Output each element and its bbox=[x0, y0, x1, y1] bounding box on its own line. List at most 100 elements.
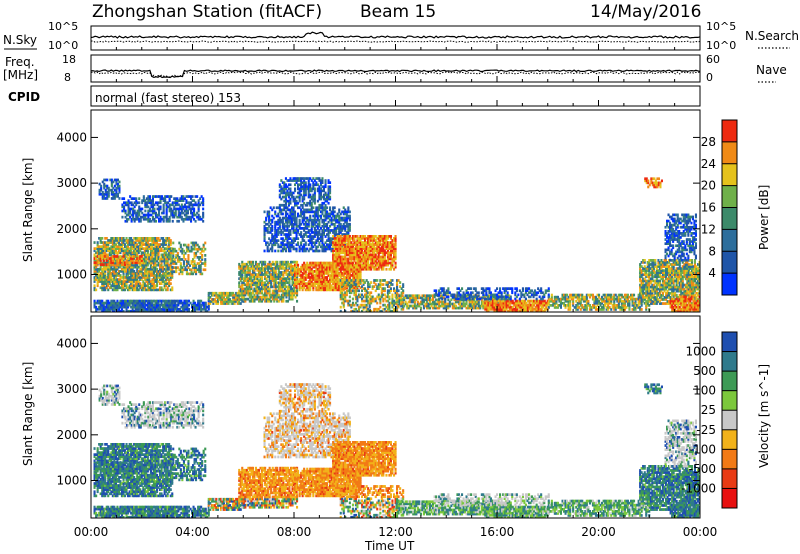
power-cell bbox=[304, 210, 307, 214]
power-cell bbox=[158, 211, 161, 215]
power-cell bbox=[277, 245, 280, 249]
power-cell bbox=[226, 296, 229, 299]
power-cell bbox=[158, 195, 161, 198]
power-cell bbox=[336, 263, 339, 267]
power-cell bbox=[295, 272, 298, 275]
power-cell bbox=[318, 208, 321, 212]
power-cell bbox=[295, 247, 298, 251]
power-cell bbox=[244, 291, 247, 295]
power-cell bbox=[291, 220, 294, 224]
power-cell bbox=[283, 224, 286, 228]
power-cell bbox=[269, 239, 272, 242]
power-cell bbox=[192, 307, 195, 311]
power-cell bbox=[283, 279, 286, 282]
power-cell bbox=[146, 257, 149, 261]
power-cell bbox=[146, 276, 149, 279]
power-cell bbox=[105, 267, 108, 271]
power-cell bbox=[133, 305, 136, 309]
power-cell bbox=[367, 267, 370, 271]
power-cell bbox=[110, 276, 113, 279]
power-cell bbox=[148, 237, 151, 240]
power-cell bbox=[190, 197, 193, 200]
power-cell bbox=[145, 201, 148, 205]
power-cell bbox=[120, 247, 123, 250]
power-cell bbox=[143, 307, 146, 311]
power-cell bbox=[322, 249, 325, 253]
power-cell bbox=[201, 249, 204, 253]
power-cell bbox=[93, 257, 96, 260]
power-cell bbox=[232, 298, 235, 301]
power-cell bbox=[324, 235, 327, 238]
power-cell bbox=[183, 299, 186, 303]
power-cell bbox=[307, 177, 310, 180]
power-cell bbox=[342, 235, 345, 238]
power-cell bbox=[148, 282, 151, 285]
power-cell bbox=[122, 237, 125, 240]
power-cell bbox=[160, 247, 163, 250]
power-cell bbox=[319, 280, 322, 283]
power-cell bbox=[318, 288, 321, 292]
power-cell bbox=[104, 255, 107, 258]
power-cell bbox=[283, 206, 286, 210]
power-cell bbox=[362, 253, 365, 257]
power-cell bbox=[183, 301, 186, 305]
power-cell bbox=[267, 289, 270, 293]
power-cell bbox=[333, 224, 336, 228]
power-cell bbox=[127, 209, 130, 213]
power-cell bbox=[327, 227, 330, 230]
power-cell bbox=[131, 263, 134, 267]
power-cell bbox=[95, 272, 98, 275]
power-cell bbox=[153, 211, 156, 215]
power-cell bbox=[169, 239, 172, 242]
power-cell bbox=[339, 272, 342, 275]
power-cell bbox=[326, 280, 329, 283]
power-cell bbox=[198, 262, 201, 265]
power-cell bbox=[281, 224, 284, 228]
power-cell bbox=[165, 219, 168, 223]
power-cell bbox=[186, 209, 189, 213]
power-cell bbox=[207, 296, 210, 299]
power-cell bbox=[333, 210, 336, 214]
power-cell bbox=[353, 286, 356, 290]
power-cell bbox=[356, 247, 359, 250]
power-cell bbox=[196, 211, 199, 215]
power-cell bbox=[289, 231, 292, 234]
power-cell bbox=[185, 268, 188, 272]
power-cell bbox=[278, 185, 281, 189]
power-cell bbox=[291, 212, 294, 216]
power-cell bbox=[329, 288, 332, 292]
power-cell bbox=[133, 303, 136, 307]
power-cell bbox=[143, 284, 146, 288]
power-cell bbox=[351, 267, 354, 271]
power-cell bbox=[322, 185, 325, 189]
power-cell bbox=[350, 251, 353, 255]
power-cell bbox=[145, 257, 148, 261]
power-cell bbox=[146, 261, 149, 265]
nsearch-label: N.Search bbox=[745, 29, 799, 43]
power-cell bbox=[341, 239, 344, 242]
power-cell bbox=[304, 284, 307, 288]
power-cell bbox=[281, 195, 284, 199]
power-cell bbox=[141, 201, 144, 205]
power-cell bbox=[152, 286, 155, 290]
power-cell bbox=[286, 216, 289, 220]
power-cell bbox=[137, 249, 140, 253]
power-cell bbox=[283, 262, 286, 266]
power-cell bbox=[171, 305, 174, 309]
power-cell bbox=[264, 264, 267, 268]
power-cell bbox=[241, 269, 244, 272]
power-cell bbox=[256, 277, 259, 280]
power-cell bbox=[265, 243, 268, 247]
power-cell bbox=[117, 274, 120, 277]
power-cell bbox=[344, 237, 347, 240]
power-cell bbox=[136, 307, 139, 311]
power-cell bbox=[169, 303, 172, 307]
power-cell bbox=[267, 291, 270, 295]
power-cell bbox=[319, 267, 322, 271]
power-cell bbox=[164, 215, 167, 219]
power-cell bbox=[170, 203, 173, 207]
power-cell bbox=[136, 286, 139, 290]
power-cell bbox=[272, 235, 275, 238]
power-cell bbox=[178, 247, 181, 251]
power-cell bbox=[116, 278, 119, 281]
